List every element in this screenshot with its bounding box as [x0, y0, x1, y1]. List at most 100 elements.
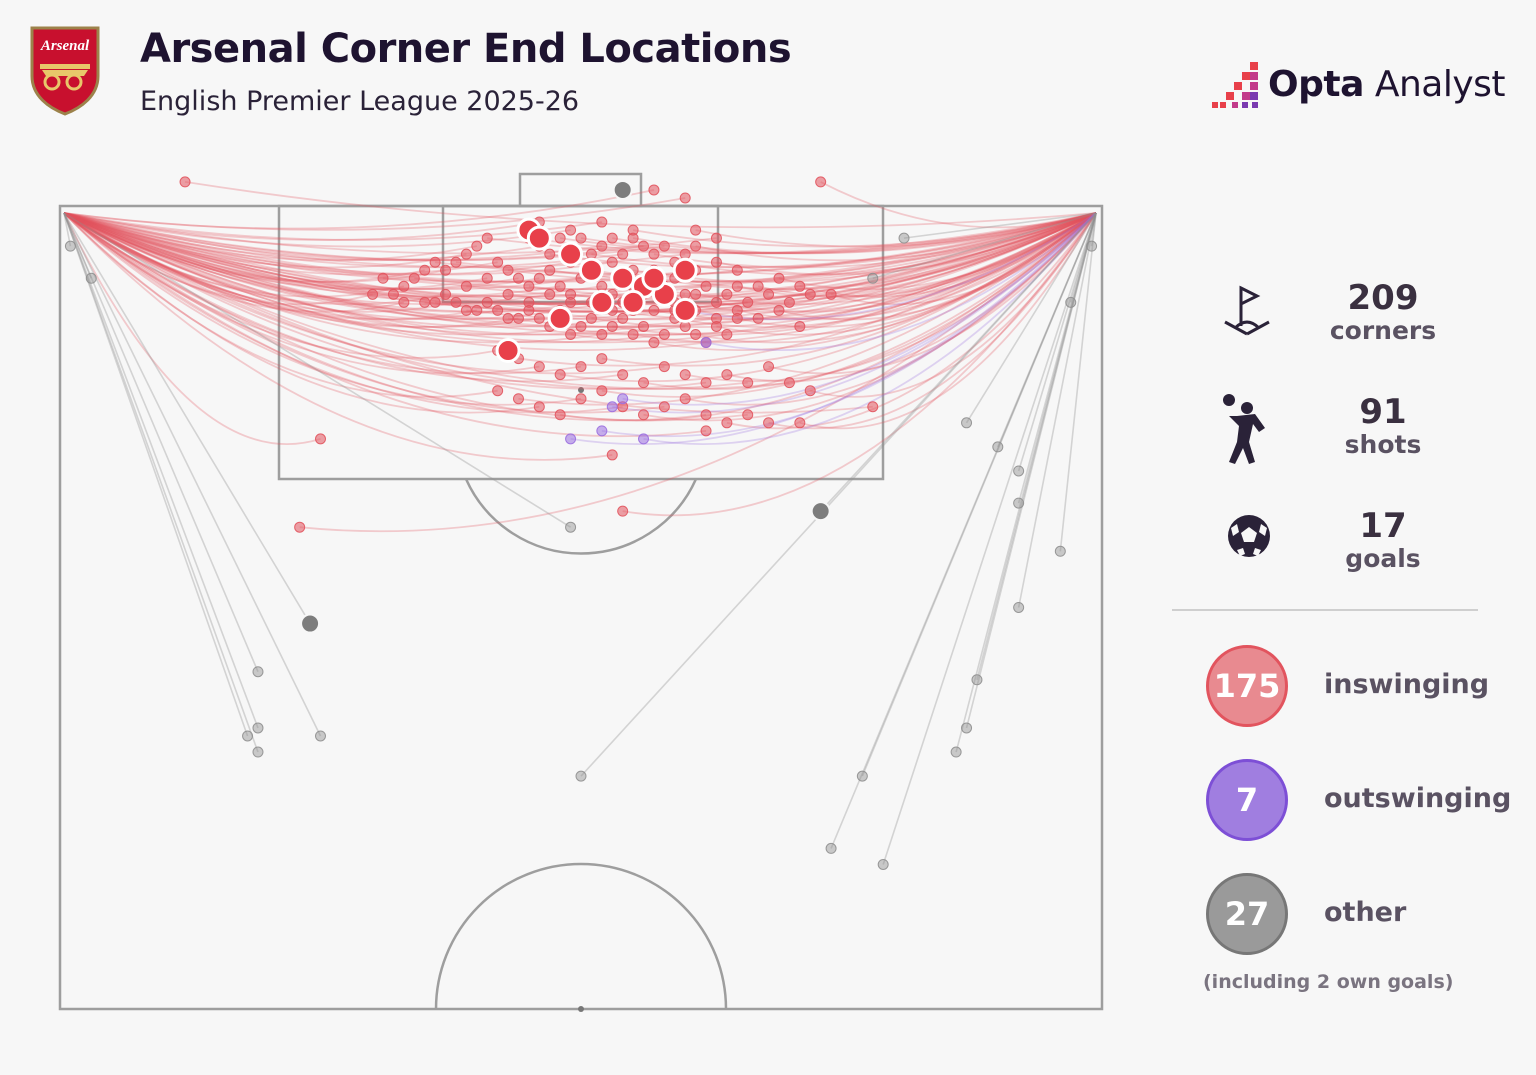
opta-analyst-logo: Opta Analyst	[1206, 60, 1506, 116]
inswinging-point	[773, 272, 785, 284]
inswinging-trajectory	[549, 212, 1097, 336]
other-point	[1013, 602, 1025, 613]
inswinging-trajectory	[601, 212, 1097, 398]
inswinging-trajectory	[560, 212, 1097, 422]
inswinging-trajectory	[507, 212, 1097, 328]
inswinging-point	[565, 296, 577, 308]
goal-point	[641, 265, 667, 291]
other-point	[1065, 296, 1077, 308]
other-point	[971, 674, 983, 686]
inswinging-point	[565, 328, 577, 340]
inswinging-trajectory	[737, 212, 1097, 298]
inswinging-point	[763, 288, 775, 300]
brand-light: Analyst	[1374, 64, 1506, 105]
other-trajectory	[872, 212, 1097, 280]
inswinging-trajectory	[612, 212, 1097, 255]
inswinging-point	[710, 256, 722, 268]
inswinging-point	[658, 361, 670, 373]
goal-markers	[495, 217, 698, 364]
other-point	[1013, 497, 1025, 509]
inswinging-point	[679, 320, 691, 332]
inswinging-trajectory	[716, 212, 1097, 276]
inswinging-point	[596, 353, 608, 365]
inswinging-trajectory	[560, 212, 1097, 255]
outswinging-trajectory	[705, 212, 1097, 352]
inswinging-trajectory	[63, 212, 582, 406]
goal-point	[495, 338, 521, 364]
inswinging-trajectory	[612, 212, 1097, 336]
pitch-chart	[58, 172, 1104, 1012]
other-trajectory	[63, 212, 72, 247]
goal-point	[620, 289, 646, 315]
legend-other: 27 other	[1206, 873, 1526, 963]
inswinging-point	[606, 256, 618, 268]
inswinging-trajectory	[63, 212, 488, 291]
inswinging-point	[460, 304, 472, 316]
inswinging-point	[492, 256, 504, 268]
other-trajectory	[1017, 212, 1097, 472]
inswinging-trajectory	[685, 212, 1097, 406]
inswinging-point	[575, 361, 587, 373]
other-point	[575, 770, 587, 782]
inswinging-point	[596, 385, 608, 397]
inswinging-trajectory	[63, 212, 873, 414]
inswinging-trajectory	[63, 212, 717, 328]
inswinging-point	[533, 401, 545, 413]
other-trajectory	[882, 212, 1097, 865]
outswinging-trajectory	[612, 212, 1097, 414]
football-icon	[1228, 515, 1270, 557]
inswinging-trajectory	[63, 212, 425, 283]
inswinging-point	[721, 417, 733, 429]
inswinging-point	[408, 272, 420, 284]
inswinging-trajectory	[63, 212, 602, 344]
legend-swatch-inswinging: 175	[1206, 645, 1288, 727]
inswinging-point	[606, 449, 618, 461]
inswinging-point	[710, 296, 722, 308]
inswinging-trajectory	[63, 212, 519, 328]
inswinging-trajectory	[716, 212, 1097, 313]
other-point	[85, 272, 97, 284]
inswinging-trajectory	[63, 212, 446, 306]
inswinging-point	[648, 304, 660, 316]
inswinging-trajectory	[695, 212, 1097, 344]
inswinging-trajectory	[653, 212, 1097, 351]
inswinging-trajectory	[63, 212, 446, 283]
inswinging-trajectory	[643, 212, 1097, 390]
inswinging-point	[512, 312, 524, 324]
inswinging-point	[387, 288, 399, 300]
other-large-point	[810, 501, 831, 522]
goal	[518, 172, 643, 208]
divider	[1172, 609, 1478, 611]
inswinging-point	[377, 272, 389, 284]
inswinging-point	[544, 288, 556, 300]
other-trajectory	[903, 212, 1097, 239]
inswinging-point	[450, 296, 462, 308]
inswinging-point	[419, 264, 431, 276]
inswinging-trajectory	[63, 212, 759, 328]
outswinging-point	[638, 433, 650, 445]
inswinging-trajectory	[63, 212, 582, 336]
inswinging-point	[721, 288, 733, 300]
inswinging-point	[398, 280, 410, 292]
inswinging-point	[502, 264, 514, 276]
inswinging-point	[596, 240, 608, 252]
inswinging-trajectory	[622, 212, 1097, 517]
inswinging-trajectory	[778, 212, 1097, 291]
inswinging-trajectory	[63, 212, 623, 414]
other-point	[242, 730, 254, 742]
inswinging-point	[710, 232, 722, 244]
inswinging-trajectory	[695, 212, 1097, 262]
inswinging-point	[575, 393, 587, 405]
inswinging-trajectory	[549, 212, 1097, 269]
inswinging-trajectory	[820, 181, 1097, 229]
inswinging-point	[825, 288, 837, 300]
inswinging-trajectory	[768, 212, 1097, 375]
inswinging-point	[783, 296, 795, 308]
goal-point	[558, 241, 584, 267]
brand-bold: Opta	[1268, 64, 1364, 105]
other-point	[252, 666, 264, 678]
inswinging-trajectory	[63, 212, 498, 276]
other-point	[252, 722, 264, 734]
inswinging-point	[502, 312, 514, 324]
inswinging-trajectory	[643, 212, 1097, 422]
